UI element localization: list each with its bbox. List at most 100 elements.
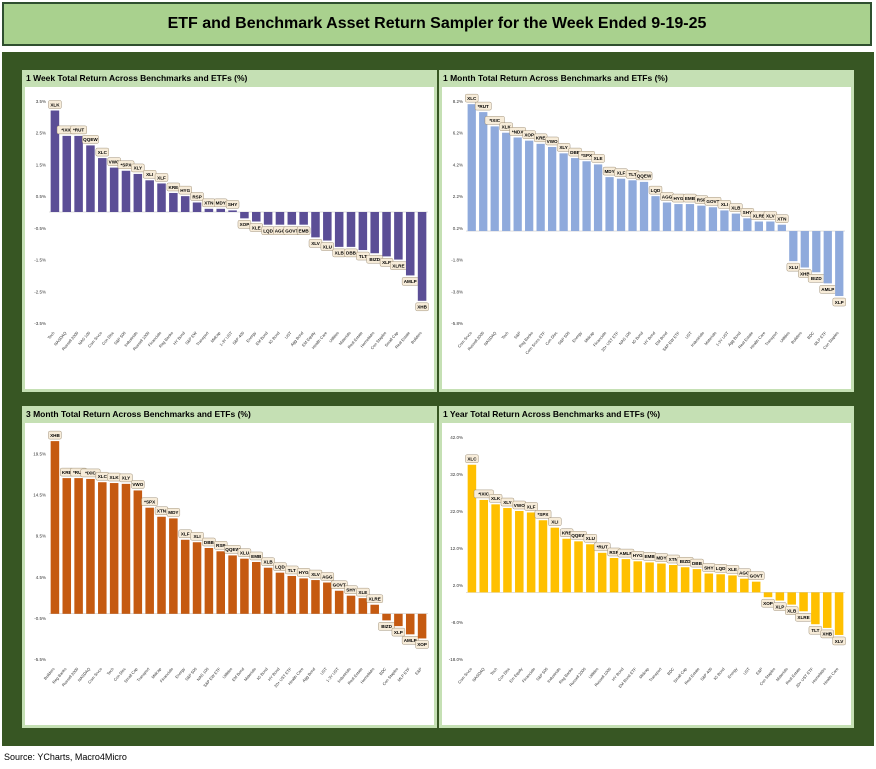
data-label: EMB — [644, 554, 655, 559]
data-label-box — [775, 214, 789, 223]
data-label: *RUT — [73, 128, 84, 133]
data-label: LQD — [716, 566, 726, 571]
data-label: KRE — [562, 531, 572, 536]
data-label: XTN — [204, 201, 214, 206]
data-label: XLI — [193, 534, 200, 539]
data-label: XHB — [800, 271, 810, 276]
bar — [98, 482, 107, 614]
data-label-box — [690, 558, 704, 568]
bar — [204, 208, 214, 212]
bar — [526, 512, 536, 593]
data-label: XTN — [669, 557, 679, 562]
bar — [299, 578, 308, 614]
x-tick-label: UST — [684, 330, 693, 340]
bar — [346, 595, 356, 614]
y-tick-label: -18.0% — [449, 657, 463, 662]
data-label: XLU — [789, 265, 799, 270]
data-label: EMB — [251, 554, 262, 559]
y-tick-label: 2.5% — [36, 131, 46, 136]
data-label: *IXIC — [478, 492, 489, 497]
bar — [240, 558, 249, 614]
data-label: MDY — [656, 555, 666, 560]
bar — [657, 563, 666, 593]
y-tick-label: 4.2% — [453, 162, 463, 167]
data-label: XLI — [721, 202, 728, 207]
bar — [145, 507, 154, 614]
bar — [708, 207, 718, 232]
data-label-box — [320, 572, 334, 581]
bar — [787, 592, 796, 605]
data-label: AMLP — [619, 551, 632, 556]
bar — [789, 231, 798, 262]
x-tick-label: BDC — [666, 666, 675, 676]
data-label: XOP — [763, 601, 773, 606]
bar — [574, 541, 583, 593]
data-label: QQEW — [225, 547, 240, 552]
y-tick-label: -5.5% — [34, 657, 46, 662]
data-label-box — [832, 636, 846, 646]
bar — [763, 592, 773, 598]
data-label-box — [465, 93, 479, 103]
bar — [609, 557, 619, 593]
bar — [180, 196, 190, 212]
data-label: *SPX — [581, 153, 593, 158]
chart-title: 3 Month Total Return Across Benchmarks a… — [26, 409, 251, 419]
data-label: *RUT — [73, 470, 84, 475]
y-tick-label: 9.5% — [36, 534, 46, 539]
bar — [192, 202, 202, 212]
bar — [467, 104, 476, 232]
data-label: XLK — [502, 125, 512, 130]
y-tick-label: 4.5% — [36, 575, 46, 580]
bar — [593, 164, 603, 232]
chart-1-month: 8.2% 6.2% 4.2% 2.2% 0.2% -1.8% -3.8% -5.8% XLC*R… — [442, 87, 851, 389]
bar — [405, 613, 415, 635]
page-title: ETF and Benchmark Asset Return Sampler f… — [167, 15, 707, 32]
bar — [382, 613, 391, 621]
data-label-box — [786, 262, 800, 272]
data-label: XTN — [777, 216, 787, 221]
data-label: XLV — [311, 572, 321, 577]
data-label: *SPX — [537, 512, 549, 517]
data-label: TLT — [628, 172, 636, 177]
bar — [169, 518, 178, 614]
data-label: TLT — [359, 254, 367, 259]
data-label: XLV — [835, 639, 845, 644]
data-label-box — [548, 517, 562, 526]
data-label-box — [249, 551, 263, 561]
bar — [98, 158, 107, 212]
data-label-box — [729, 203, 743, 212]
data-label-box — [583, 534, 598, 543]
data-label-box — [366, 594, 384, 603]
data-label: EMB — [685, 196, 696, 201]
x-tick-label: Tech — [500, 330, 509, 340]
data-label: XLK — [491, 496, 501, 501]
bar — [346, 212, 356, 247]
bar — [275, 572, 285, 614]
bar — [513, 137, 522, 232]
y-tick-label: 22.0% — [450, 509, 463, 514]
data-label: *SPX — [144, 500, 156, 505]
data-label: XLY — [134, 166, 143, 171]
data-label: QQEW — [637, 174, 652, 179]
bar — [394, 212, 403, 260]
data-label: XLU — [240, 550, 250, 555]
bar — [263, 212, 273, 225]
data-label: XLC — [467, 96, 477, 101]
data-label: EMB — [299, 228, 310, 233]
bar — [777, 224, 786, 232]
bar — [823, 231, 832, 284]
data-label: GOVT — [750, 573, 763, 578]
data-label: XLY — [559, 145, 568, 150]
y-tick-label: 19.5% — [33, 451, 46, 456]
source-note: Source: YCharts, Macro4Micro — [4, 752, 127, 762]
bar — [145, 180, 154, 212]
y-tick-label: 42.0% — [450, 435, 463, 440]
data-label: RSP — [216, 543, 225, 548]
bar — [216, 551, 225, 614]
bar — [674, 204, 683, 232]
data-label: XLI — [551, 519, 558, 524]
data-label-box — [154, 173, 169, 182]
bar — [582, 161, 591, 232]
bar — [323, 582, 332, 614]
data-label: XLU — [323, 244, 333, 249]
